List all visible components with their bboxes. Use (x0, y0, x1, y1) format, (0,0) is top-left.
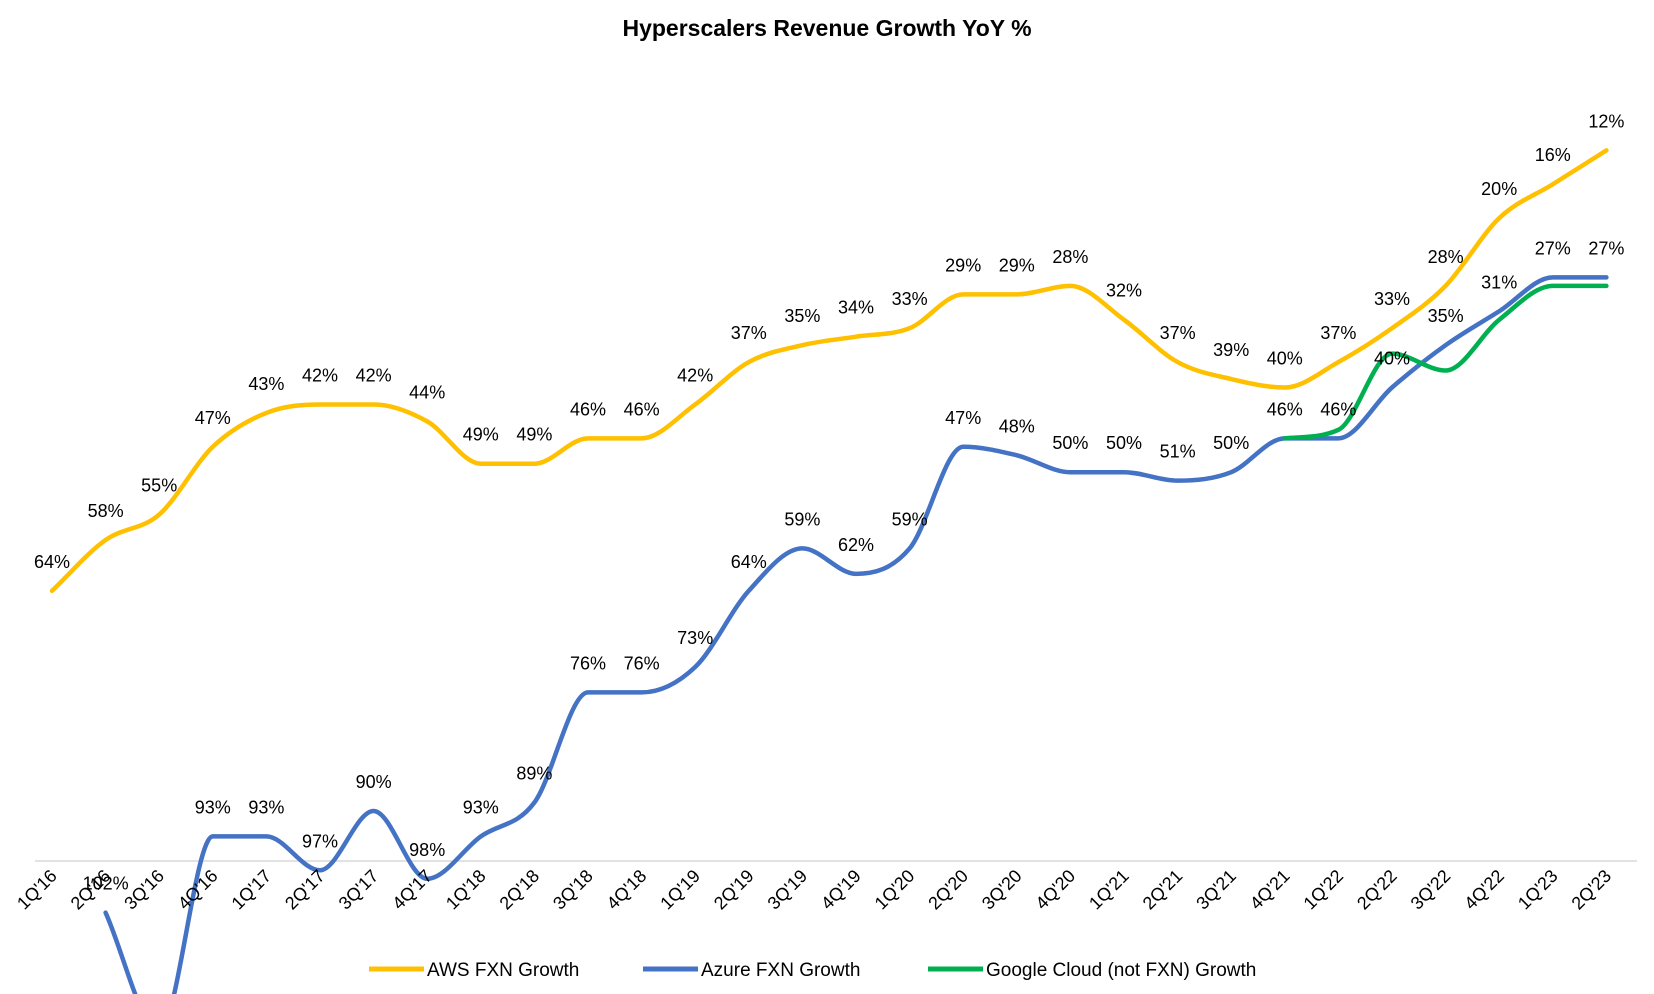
data-label-azure-fxn-growth: 48% (999, 416, 1035, 436)
x-tick-label: 2Q'17 (281, 866, 329, 914)
data-label-azure-fxn-growth: 116% (137, 992, 182, 994)
data-label-aws-fxn-growth: 34% (838, 298, 874, 318)
data-label-azure-fxn-growth: 50% (1106, 433, 1142, 453)
data-label-aws-fxn-growth: 35% (784, 306, 820, 326)
x-tick-label: 4Q'21 (1246, 866, 1294, 914)
data-label-azure-fxn-growth: 27% (1588, 238, 1624, 258)
x-tick-label: 4Q'19 (817, 866, 865, 914)
chart-title: Hyperscalers Revenue Growth YoY % (622, 15, 1031, 41)
data-label-aws-fxn-growth: 33% (892, 289, 928, 309)
x-tick-label: 3Q'17 (335, 866, 383, 914)
x-tick-label: 1Q'17 (228, 866, 276, 914)
data-label-aws-fxn-growth: 12% (1588, 111, 1624, 131)
legend-label-azure-fxn-growth: Azure FXN Growth (701, 960, 860, 981)
data-label-azure-fxn-growth: 90% (356, 772, 392, 792)
data-label-aws-fxn-growth: 29% (999, 255, 1035, 275)
data-label-aws-fxn-growth: 49% (463, 425, 499, 445)
x-tick-label: 4Q'17 (388, 866, 436, 914)
data-label-azure-fxn-growth: 51% (1160, 442, 1196, 462)
data-label-azure-fxn-growth: 93% (463, 797, 499, 817)
x-tick-label: 3Q'19 (764, 866, 812, 914)
data-label-aws-fxn-growth: 42% (356, 365, 392, 385)
data-label-azure-fxn-growth: 76% (570, 653, 606, 673)
x-tick-label: 2Q'18 (496, 866, 544, 914)
data-label-azure-fxn-growth: 50% (1052, 433, 1088, 453)
legend-label-aws-fxn-growth: AWS FXN Growth (427, 960, 579, 981)
data-label-aws-fxn-growth: 39% (1213, 340, 1249, 360)
x-tick-label: 4Q'18 (603, 866, 651, 914)
x-tick-label: 2Q'20 (924, 866, 972, 914)
x-tick-label: 4Q'22 (1460, 866, 1508, 914)
x-tick-label: 2Q'23 (1568, 866, 1616, 914)
data-label-aws-fxn-growth: 28% (1428, 247, 1464, 267)
data-label-azure-fxn-growth: 47% (945, 408, 981, 428)
data-label-azure-fxn-growth: 27% (1535, 238, 1571, 258)
x-tick-label: 1Q'23 (1514, 866, 1562, 914)
data-label-azure-fxn-growth: 93% (195, 797, 231, 817)
data-label-aws-fxn-growth: 47% (195, 408, 231, 428)
x-tick-label: 1Q'18 (442, 866, 490, 914)
data-label-aws-fxn-growth: 37% (1160, 323, 1196, 343)
data-label-aws-fxn-growth: 20% (1481, 179, 1517, 199)
x-tick-label: 1Q'22 (1300, 866, 1348, 914)
data-label-azure-fxn-growth: 93% (248, 797, 284, 817)
data-label-azure-fxn-growth: 62% (838, 535, 874, 555)
x-tick-labels: 1Q'16 2Q'16 3Q'16 4Q'16 1Q'17 2Q'17 3Q'17 4Q'17… (13, 866, 1615, 914)
x-tick-label: 2Q'22 (1353, 866, 1401, 914)
data-label-aws-fxn-growth: 16% (1535, 145, 1571, 165)
data-labels: 64% 58% 55% 47% 43% 42% 42% 44% 49% 49% 46% 46% 42% 3… (34, 111, 1624, 994)
legend: AWS FXN Growth Azure FXN Growth Google Clo… (369, 960, 1256, 981)
data-label-azure-fxn-growth: 46% (1267, 399, 1303, 419)
data-label-aws-fxn-growth: 33% (1374, 289, 1410, 309)
data-label-azure-fxn-growth: 40% (1374, 349, 1410, 369)
data-label-azure-fxn-growth: 46% (1320, 399, 1356, 419)
data-label-aws-fxn-growth: 58% (88, 501, 124, 521)
data-label-aws-fxn-growth: 28% (1052, 247, 1088, 267)
data-label-azure-fxn-growth: 31% (1481, 272, 1517, 292)
x-tick-label: 1Q'21 (1085, 866, 1133, 914)
data-label-aws-fxn-growth: 46% (570, 399, 606, 419)
data-label-aws-fxn-growth: 42% (302, 365, 338, 385)
data-label-azure-fxn-growth: 98% (409, 840, 445, 860)
data-label-aws-fxn-growth: 55% (141, 476, 177, 496)
data-label-azure-fxn-growth: 59% (784, 509, 820, 529)
series-lines (49, 148, 1609, 994)
data-label-aws-fxn-growth: 49% (516, 425, 552, 445)
x-tick-label: 3Q'21 (1192, 866, 1240, 914)
data-label-aws-fxn-growth: 46% (624, 399, 660, 419)
series-line-google-cloud-not-fxn-growth (1282, 283, 1609, 441)
data-label-azure-fxn-growth: 50% (1213, 433, 1249, 453)
data-label-azure-fxn-growth: 76% (624, 653, 660, 673)
x-tick-label: 3Q'20 (978, 866, 1026, 914)
data-label-azure-fxn-growth: 59% (892, 509, 928, 529)
data-label-azure-fxn-growth: 73% (677, 628, 713, 648)
data-label-azure-fxn-growth: 102% (83, 874, 129, 894)
data-label-aws-fxn-growth: 40% (1267, 349, 1303, 369)
data-label-aws-fxn-growth: 29% (945, 255, 981, 275)
data-label-azure-fxn-growth: 64% (731, 552, 767, 572)
data-label-aws-fxn-growth: 43% (248, 374, 284, 394)
data-label-aws-fxn-growth: 64% (34, 552, 70, 572)
x-tick-label: 3Q'18 (549, 866, 597, 914)
x-tick-label: 2Q'21 (1139, 866, 1187, 914)
series-line-aws-fxn-growth (49, 148, 1609, 594)
x-tick-label: 1Q'16 (13, 866, 61, 914)
x-tick-label: 3Q'22 (1407, 866, 1455, 914)
data-label-aws-fxn-growth: 37% (1320, 323, 1356, 343)
x-tick-label: 1Q'19 (656, 866, 704, 914)
x-tick-label: 2Q'19 (710, 866, 758, 914)
data-label-azure-fxn-growth: 97% (302, 831, 338, 851)
data-label-aws-fxn-growth: 44% (409, 382, 445, 402)
data-label-aws-fxn-growth: 32% (1106, 281, 1142, 301)
x-tick-label: 4Q'20 (1032, 866, 1080, 914)
data-label-azure-fxn-growth: 35% (1428, 306, 1464, 326)
series-line-azure-fxn-growth (103, 275, 1609, 994)
data-label-aws-fxn-growth: 37% (731, 323, 767, 343)
data-label-azure-fxn-growth: 89% (516, 764, 552, 784)
x-tick-label: 1Q'20 (871, 866, 919, 914)
data-label-aws-fxn-growth: 42% (677, 365, 713, 385)
legend-label-google-cloud-not-fxn-growth: Google Cloud (not FXN) Growth (986, 960, 1256, 981)
